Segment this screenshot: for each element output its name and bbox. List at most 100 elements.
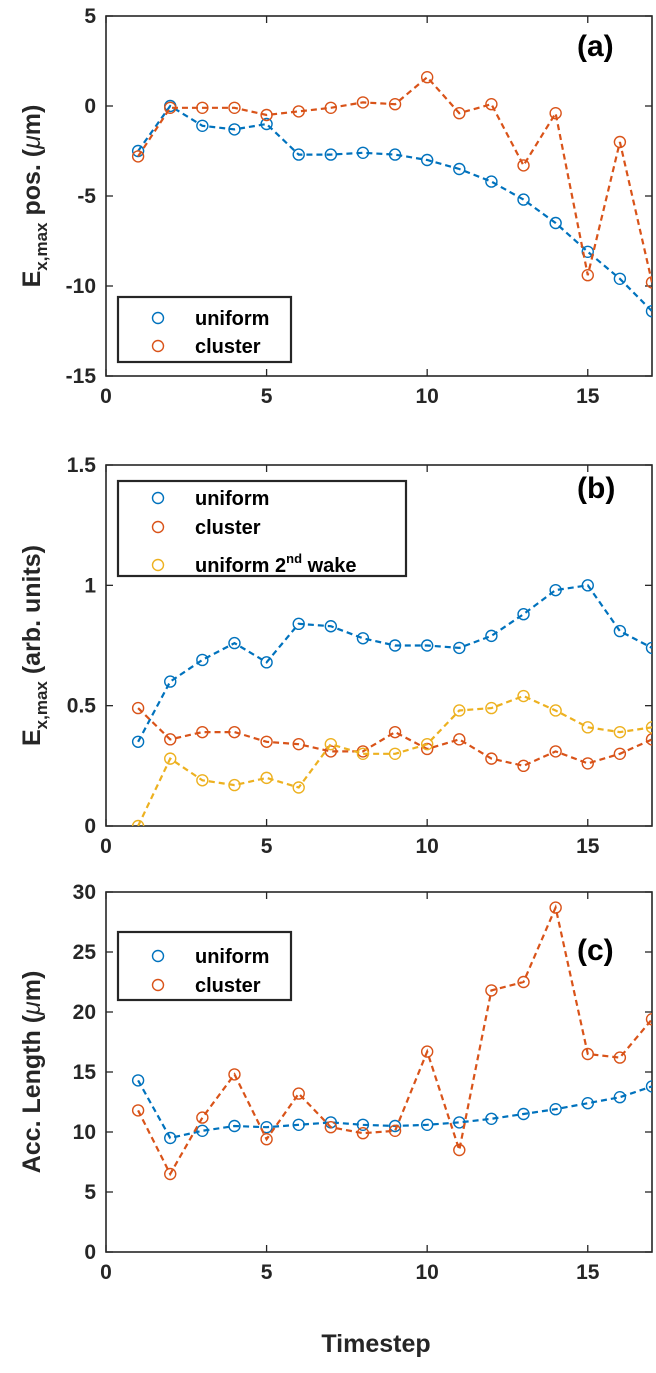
- data-point-uniform2: [420, 737, 434, 751]
- data-point-cluster: [645, 276, 652, 289]
- y-label-greek: μ: [18, 135, 46, 150]
- data-point-uniform: [613, 624, 627, 638]
- data-point-uniform: [645, 305, 652, 318]
- data-point-cluster: [292, 1087, 305, 1100]
- data-point-uniform: [164, 675, 177, 688]
- data-point-cluster: [420, 1045, 434, 1058]
- data-point-uniform: [260, 656, 273, 669]
- data-point-uniform: [196, 1124, 209, 1138]
- data-point-uniform: [549, 583, 562, 597]
- data-point-cluster: [645, 1013, 652, 1026]
- data-point-uniform: [356, 1118, 370, 1132]
- data-point-cluster: [581, 1047, 594, 1061]
- axes-box-b: [105, 464, 653, 827]
- data-point-uniform: [517, 1107, 530, 1121]
- data-point-uniform: [645, 1080, 652, 1093]
- y-label-sub: x,max: [32, 222, 51, 271]
- series-line-uniform2: [137, 694, 652, 826]
- y-tick-label-b: 1.5: [67, 454, 97, 477]
- series-a-cluster: [131, 70, 652, 289]
- data-point-uniform: [581, 1096, 594, 1110]
- data-point-cluster: [228, 725, 241, 739]
- data-point-cluster: [485, 97, 498, 111]
- series-line-uniform: [137, 584, 652, 743]
- data-point-uniform2: [228, 778, 241, 792]
- series-a-uniform: [131, 99, 652, 318]
- y-tick-label-a: 0: [84, 95, 96, 118]
- legend-entry-uniform2: uniform 2nd wake: [195, 551, 357, 577]
- data-point-cluster: [549, 901, 562, 914]
- data-point-cluster: [581, 269, 594, 282]
- data-point-cluster: [613, 1051, 627, 1064]
- data-point-uniform: [388, 148, 402, 161]
- data-point-uniform: [453, 641, 466, 655]
- legend-entry-cluster: cluster: [195, 336, 261, 358]
- data-point-uniform: [613, 1090, 627, 1104]
- data-point-uniform: [131, 1074, 145, 1087]
- x-tick-label-b: 15: [576, 835, 600, 858]
- y-tick-label-b: 0.5: [67, 695, 97, 718]
- data-point-uniform2: [260, 771, 273, 785]
- y-tick-label-c: 20: [73, 1001, 96, 1024]
- data-point-uniform: [517, 193, 530, 206]
- data-point-uniform2: [356, 747, 370, 760]
- data-point-uniform: [453, 162, 466, 176]
- data-point-uniform: [131, 144, 145, 158]
- data-point-cluster: [420, 70, 434, 84]
- series-c-cluster: [131, 901, 652, 1181]
- y-label-greek: μ: [18, 1001, 46, 1016]
- data-point-uniform2: [131, 819, 145, 826]
- data-point-uniform: [292, 148, 305, 161]
- data-point-uniform: [549, 1102, 562, 1116]
- x-tick-label-a: 10: [415, 385, 438, 408]
- data-point-uniform: [549, 216, 562, 230]
- legend-box: [116, 295, 293, 364]
- data-point-cluster: [131, 1104, 145, 1117]
- data-point-uniform: [228, 1119, 241, 1133]
- data-point-uniform: [420, 639, 434, 652]
- data-point-cluster: [645, 733, 652, 746]
- data-point-cluster: [356, 96, 370, 109]
- y-label-end: m): [18, 105, 46, 136]
- data-point-cluster: [164, 1167, 177, 1181]
- data-point-uniform: [485, 629, 498, 643]
- data-point-cluster: [453, 106, 466, 120]
- legend-text-sup: nd: [286, 551, 302, 566]
- data-point-cluster: [485, 984, 498, 997]
- y-tick-label-a: 5: [84, 5, 96, 28]
- data-point-cluster: [164, 101, 177, 115]
- data-point-uniform2: [485, 701, 498, 715]
- legend-entry-cluster: cluster: [195, 975, 261, 997]
- data-point-cluster: [613, 135, 627, 149]
- data-point-cluster: [485, 752, 498, 765]
- y-tick-label-c: 0: [84, 1241, 96, 1264]
- data-point-uniform: [196, 653, 209, 667]
- legend-marker-cluster: [151, 978, 165, 992]
- data-point-uniform2: [613, 725, 627, 739]
- data-point-cluster: [517, 975, 530, 989]
- y-label-rest: (arb. units): [18, 545, 46, 681]
- data-point-uniform2: [292, 781, 305, 794]
- series-line-uniform: [137, 104, 652, 312]
- data-point-cluster: [164, 733, 177, 746]
- data-point-uniform: [356, 632, 370, 645]
- y-tick-label-a: -5: [77, 185, 96, 208]
- data-point-cluster: [581, 757, 594, 770]
- x-tick-label-b: 0: [100, 835, 112, 858]
- panel-b: 0 5 10 15 0 0.5 1 1.5 Ex,max (arb. units) (b) unif…: [18, 454, 653, 858]
- data-point-uniform: [324, 620, 338, 633]
- data-point-uniform2: [196, 774, 209, 787]
- data-point-uniform: [485, 1112, 498, 1126]
- data-point-uniform: [388, 639, 402, 652]
- y-tick-label-c: 5: [84, 1181, 96, 1204]
- data-point-cluster: [196, 725, 209, 739]
- legend-entry-uniform: uniform: [195, 946, 269, 968]
- data-point-uniform2: [549, 704, 562, 717]
- panel-a: 0 5 10 15 -15 -10 -5 0 5 Ex,max pos. (μm) (a) unifo…: [18, 5, 653, 408]
- y-axis-label-b: Ex,max (arb. units): [18, 545, 51, 746]
- data-point-cluster: [453, 733, 466, 746]
- legend-marker-uniform: [151, 311, 165, 325]
- data-point-cluster: [549, 106, 562, 120]
- series-line-cluster: [137, 75, 652, 283]
- x-tick-label-c: 5: [261, 1261, 273, 1284]
